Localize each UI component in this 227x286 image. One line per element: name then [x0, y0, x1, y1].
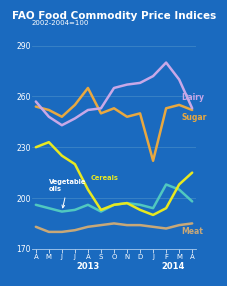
Text: Cereals: Cereals [90, 175, 118, 181]
Text: Dairy: Dairy [181, 92, 204, 102]
Text: Meat: Meat [181, 227, 203, 236]
Text: FAO Food Commodity Price Indices: FAO Food Commodity Price Indices [12, 11, 215, 21]
Text: 2002-2004=100: 2002-2004=100 [32, 19, 89, 25]
Text: 2013: 2013 [76, 262, 99, 271]
Text: Sugar: Sugar [181, 113, 206, 122]
Text: Vegetable
oils: Vegetable oils [49, 179, 86, 208]
Text: 2014: 2014 [160, 262, 183, 271]
